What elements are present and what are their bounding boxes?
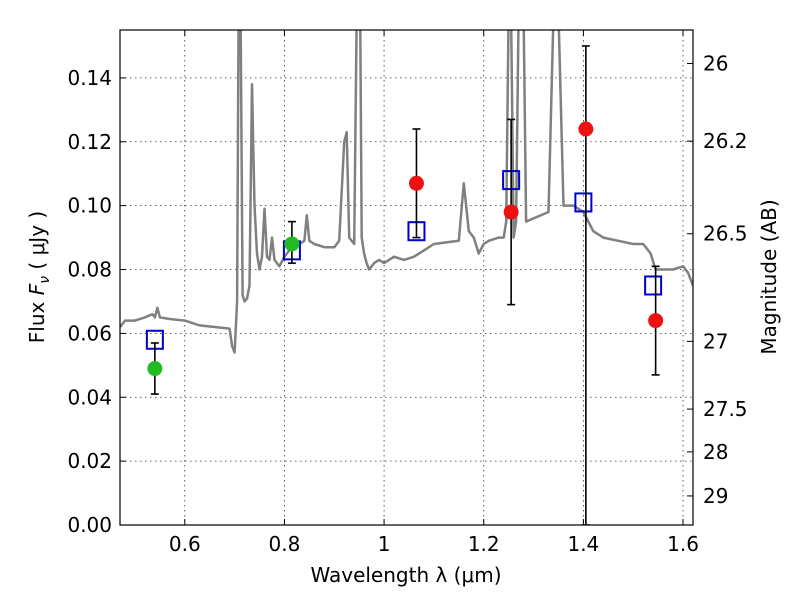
y-tick-label: 0.06 — [67, 321, 112, 345]
observed-flux-point — [503, 204, 519, 220]
y-tick-label: 0.02 — [67, 449, 112, 473]
y2-tick-label: 27.5 — [703, 397, 748, 421]
x-tick-label: 1.2 — [468, 532, 500, 556]
y2-axis-label: Magnitude (AB) — [757, 199, 781, 354]
plot-frame — [119, 29, 694, 526]
y-tick-label: 0.00 — [67, 513, 112, 537]
x-tick-label: 1.4 — [567, 532, 599, 556]
y2-tick-label: 28 — [703, 440, 728, 464]
sed-model-line — [120, 30, 693, 354]
x-tick-label: 1.6 — [667, 532, 699, 556]
observed-flux-point — [648, 313, 664, 329]
y-axis-label: Flux Fν ( μJy ) — [25, 211, 53, 343]
x-tick-label: 0.6 — [169, 532, 201, 556]
x-axis-label: Wavelength λ (μm) — [310, 563, 501, 587]
model-photometry-square — [644, 275, 663, 296]
x-tick-label: 1 — [378, 532, 391, 556]
observed-flux-point — [578, 121, 594, 137]
y2-tick-label: 29 — [703, 484, 728, 508]
observed-flux-point — [147, 361, 163, 377]
observed-flux-point — [284, 236, 300, 252]
y-tick-label: 0.10 — [67, 194, 112, 218]
plot-area — [120, 30, 693, 525]
y2-tick-label: 26.2 — [703, 129, 748, 153]
y2-tick-label: 27 — [703, 329, 728, 353]
grid-lines — [120, 30, 693, 526]
observed-flux-point — [408, 175, 424, 191]
axes: 0.6 0.8 1 1.2 1.4 1.6 0.00 0.02 0.04 0.06 0.08 0.10… — [67, 30, 748, 556]
y-tick-label: 0.14 — [67, 66, 112, 90]
y-tick-label: 0.04 — [67, 385, 112, 409]
y2-tick-label: 26 — [703, 52, 728, 76]
model-photometry-square — [574, 192, 593, 213]
y-tick-label: 0.12 — [67, 130, 112, 154]
y2-tick-label: 26.5 — [703, 222, 748, 246]
x-tick-label: 0.8 — [269, 532, 301, 556]
y-tick-label: 0.08 — [67, 258, 112, 282]
